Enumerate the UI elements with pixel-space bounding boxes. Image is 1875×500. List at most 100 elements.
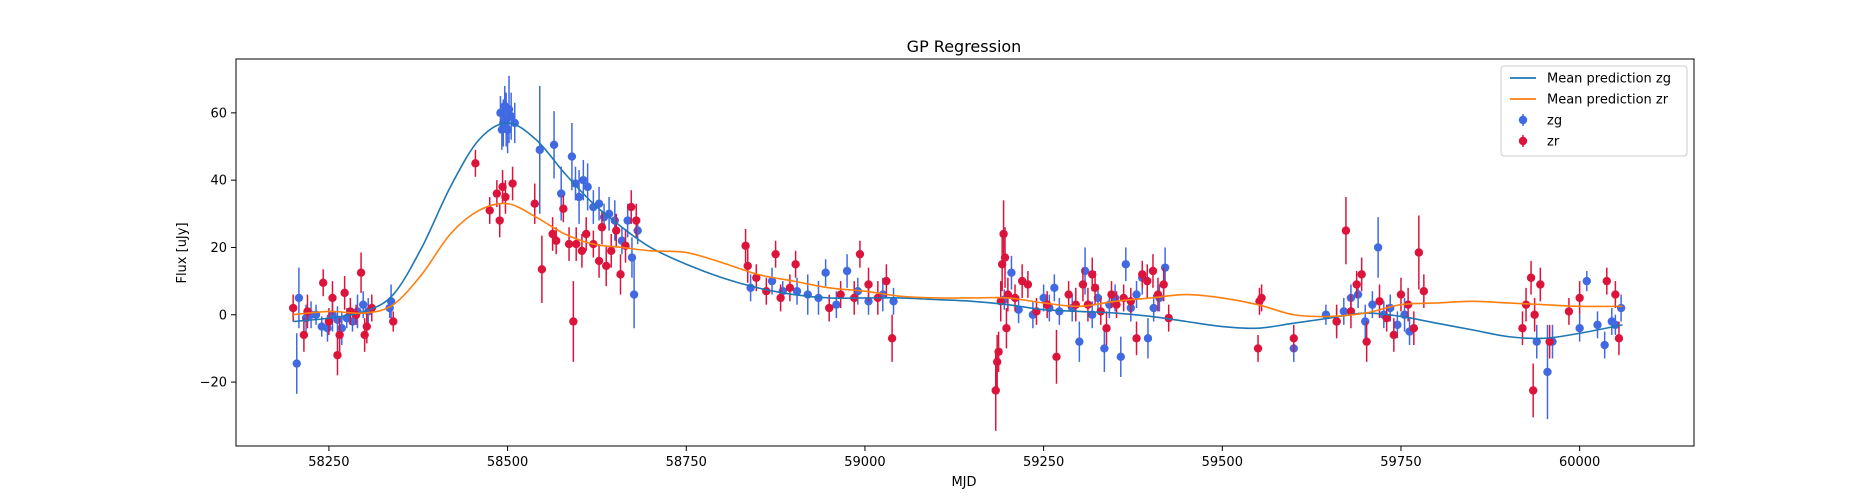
zr-point xyxy=(1528,386,1538,395)
legend-swatch xyxy=(1518,115,1528,125)
zg-point xyxy=(821,268,830,277)
legend-label: zg xyxy=(1547,114,1562,129)
zg-point xyxy=(1143,334,1153,343)
x-tick-label: 59250 xyxy=(1023,455,1064,470)
zr-point xyxy=(864,280,873,289)
chart-title: GP Regression xyxy=(907,37,1022,56)
zr-point xyxy=(1530,310,1539,319)
zr-point xyxy=(1382,313,1391,323)
zg-point xyxy=(1600,340,1609,350)
zr-point xyxy=(762,287,771,296)
legend-label: Mean prediction zg xyxy=(1547,72,1671,87)
zg-point xyxy=(1616,303,1626,313)
zg-point xyxy=(1361,317,1370,326)
zr-point xyxy=(1000,253,1010,262)
zr-point xyxy=(362,322,371,331)
zg-point xyxy=(1149,303,1158,313)
zr-point xyxy=(582,229,591,239)
zg-point xyxy=(1393,320,1402,330)
zg-point xyxy=(1080,266,1090,276)
zg-point xyxy=(535,145,544,155)
zg-point xyxy=(1373,243,1383,252)
zg-point xyxy=(629,290,639,299)
zr-point xyxy=(333,350,342,360)
zg-point xyxy=(627,253,637,262)
zr-point xyxy=(569,317,578,326)
zr-point xyxy=(752,273,761,282)
zr-point xyxy=(607,246,616,256)
zg-point xyxy=(1039,293,1048,303)
zr-point xyxy=(632,216,641,225)
zr-point xyxy=(1614,334,1624,343)
zg-point xyxy=(832,300,841,309)
zr-point xyxy=(340,288,349,298)
zg-point xyxy=(623,216,632,225)
plot-content xyxy=(288,75,1626,431)
zr-point xyxy=(498,182,507,192)
zr-point xyxy=(360,330,369,340)
zr-point xyxy=(508,179,517,188)
zg-point xyxy=(583,182,592,192)
zg-point xyxy=(1532,337,1541,346)
zg-point xyxy=(359,300,368,309)
zg-point xyxy=(294,293,304,303)
x-tick-label: 59750 xyxy=(1380,455,1421,470)
y-tick-label: 0 xyxy=(219,308,227,323)
zr-point xyxy=(1126,297,1136,306)
zr-point xyxy=(1023,280,1033,289)
zg-point xyxy=(556,189,566,198)
zr-point xyxy=(776,293,785,303)
zg-point xyxy=(1014,305,1023,314)
zr-point xyxy=(1332,317,1341,326)
zg-point xyxy=(842,266,852,276)
line-mean-prediction-zg xyxy=(293,122,1623,340)
zg-point xyxy=(1575,324,1584,333)
zr-point xyxy=(1289,334,1298,343)
zg-point xyxy=(1543,367,1552,377)
y-tick-label: 20 xyxy=(210,241,227,256)
zr-point xyxy=(288,303,298,313)
zr-point xyxy=(1362,337,1371,346)
x-tick-label: 58500 xyxy=(487,455,528,470)
x-axis: 58250 58500 58750 59000 59250 59500 59750 60000 xyxy=(308,446,1600,470)
line-mean-prediction-zr xyxy=(293,202,1623,318)
zr-point xyxy=(992,357,1002,367)
zr-point xyxy=(616,270,625,279)
zg-point xyxy=(1593,320,1602,330)
zg-point xyxy=(1100,344,1109,353)
zr-point xyxy=(564,239,574,249)
zr-point xyxy=(389,317,398,326)
zg-point xyxy=(1339,307,1348,316)
zg-point xyxy=(574,192,584,202)
zr-point xyxy=(501,192,510,202)
zr-point xyxy=(1052,352,1061,362)
zr-point xyxy=(612,226,621,235)
zr-point xyxy=(882,276,891,286)
zr-point xyxy=(1257,293,1266,303)
zg-point xyxy=(292,359,301,368)
x-tick-label: 60000 xyxy=(1559,455,1600,470)
zr-point xyxy=(1107,290,1116,299)
zr-point xyxy=(1414,248,1424,257)
zg-point xyxy=(1160,263,1170,272)
zr-point xyxy=(1138,270,1147,279)
y-axis-label: Flux [uJy] xyxy=(175,222,190,283)
zr-point xyxy=(1521,300,1531,309)
zr-point xyxy=(1148,266,1158,276)
zg-point xyxy=(1353,290,1363,299)
y-tick-label: 40 xyxy=(210,174,227,189)
zr-point xyxy=(559,204,568,213)
zr-point xyxy=(1064,290,1073,299)
zr-point xyxy=(1088,270,1097,279)
zr-point xyxy=(597,223,607,232)
zr-point xyxy=(785,283,795,293)
zr-point xyxy=(356,268,366,277)
zr-point xyxy=(318,278,328,287)
zg-point xyxy=(1368,300,1377,309)
zr-point xyxy=(551,236,561,245)
zr-point xyxy=(994,347,1003,356)
zr-point xyxy=(577,246,587,256)
zr-point xyxy=(791,260,800,269)
zr-point xyxy=(1396,290,1406,299)
